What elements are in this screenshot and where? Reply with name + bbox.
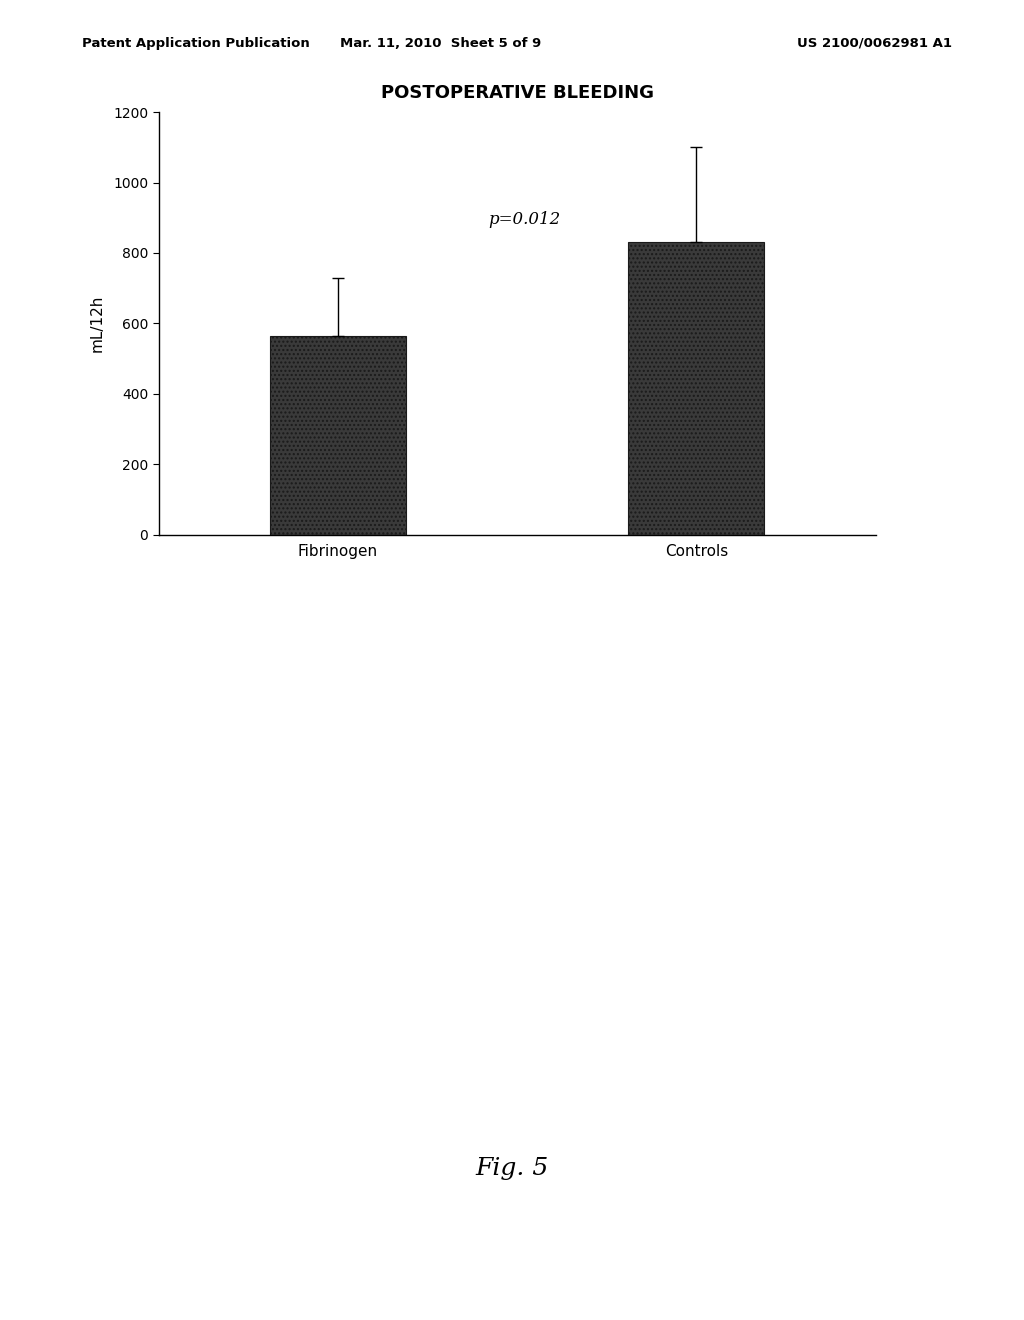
Bar <box>628 243 764 535</box>
Text: p=0.012: p=0.012 <box>488 211 560 228</box>
Text: US 2100/0062981 A1: US 2100/0062981 A1 <box>798 37 952 50</box>
Y-axis label: mL/12h: mL/12h <box>90 294 104 352</box>
Text: Patent Application Publication: Patent Application Publication <box>82 37 309 50</box>
Text: Fig. 5: Fig. 5 <box>475 1156 549 1180</box>
Text: Mar. 11, 2010  Sheet 5 of 9: Mar. 11, 2010 Sheet 5 of 9 <box>340 37 541 50</box>
Bar <box>269 335 406 535</box>
Title: POSTOPERATIVE BLEEDING: POSTOPERATIVE BLEEDING <box>381 84 653 103</box>
